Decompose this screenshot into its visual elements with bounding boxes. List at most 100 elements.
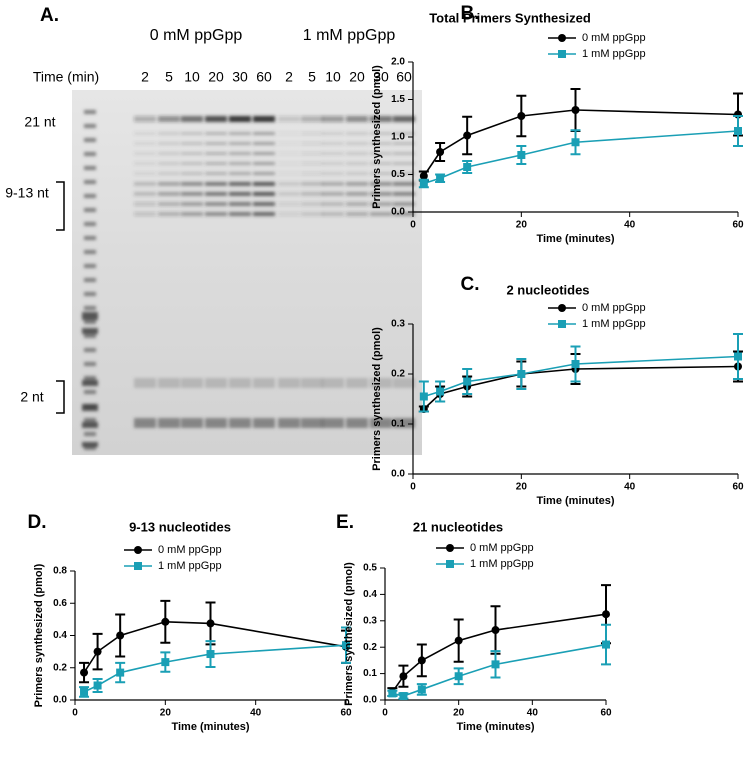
band bbox=[253, 192, 275, 196]
band bbox=[253, 172, 275, 175]
band bbox=[158, 172, 180, 175]
ladder-band bbox=[84, 264, 96, 268]
ladder-band bbox=[84, 320, 96, 324]
band bbox=[253, 378, 275, 388]
band bbox=[229, 116, 251, 122]
band bbox=[301, 116, 323, 122]
band bbox=[278, 162, 300, 165]
point bbox=[602, 640, 610, 649]
band bbox=[181, 418, 203, 428]
band bbox=[370, 212, 392, 216]
ladder-band bbox=[84, 180, 96, 184]
band bbox=[322, 132, 344, 135]
ladder-band bbox=[82, 312, 98, 320]
ladder-band bbox=[84, 208, 96, 212]
bracket bbox=[56, 380, 65, 414]
ladder-band bbox=[84, 306, 96, 310]
lane-label: 2 bbox=[285, 69, 293, 85]
lane-label: 60 bbox=[256, 69, 272, 85]
x-tick-label: 40 bbox=[527, 708, 539, 719]
band bbox=[134, 152, 156, 155]
ladder-band bbox=[84, 292, 96, 296]
point bbox=[161, 658, 170, 667]
ladder-band bbox=[84, 250, 96, 254]
y-tick-label: 0.0 bbox=[391, 469, 405, 480]
ladder-band bbox=[84, 348, 96, 352]
band bbox=[393, 162, 415, 165]
band bbox=[181, 142, 203, 145]
band bbox=[253, 152, 275, 155]
band bbox=[393, 212, 415, 216]
x-tick-label: 60 bbox=[732, 220, 744, 231]
band bbox=[346, 142, 368, 145]
band bbox=[370, 172, 392, 175]
y-tick-label: 0.4 bbox=[53, 630, 67, 641]
band bbox=[278, 152, 300, 155]
band bbox=[278, 192, 300, 196]
gel-image bbox=[72, 90, 422, 455]
y-tick-label: 0.2 bbox=[53, 662, 67, 673]
y-tick-label: 0.1 bbox=[363, 668, 377, 679]
y-axis-label: Primers synthesized (pmol) bbox=[371, 327, 383, 471]
point bbox=[116, 631, 125, 640]
legend-marker bbox=[134, 562, 142, 570]
band bbox=[278, 378, 300, 388]
point bbox=[161, 617, 170, 626]
point bbox=[206, 619, 215, 628]
band bbox=[346, 182, 368, 186]
band bbox=[322, 212, 344, 216]
band bbox=[393, 418, 415, 428]
point bbox=[399, 672, 408, 681]
band bbox=[346, 202, 368, 206]
band bbox=[253, 182, 275, 186]
ladder-band bbox=[82, 404, 98, 411]
band bbox=[158, 162, 180, 165]
y-axis-label: Primers synthesized (pmol) bbox=[371, 65, 383, 209]
band bbox=[278, 172, 300, 175]
x-tick-label: 0 bbox=[72, 708, 78, 719]
y-tick-label: 0.8 bbox=[53, 566, 67, 577]
band bbox=[253, 202, 275, 206]
band bbox=[229, 378, 251, 388]
band bbox=[370, 116, 392, 122]
band bbox=[229, 212, 251, 216]
lane-label: 10 bbox=[325, 69, 341, 85]
x-tick-label: 0 bbox=[410, 482, 416, 493]
band bbox=[205, 162, 227, 165]
band bbox=[253, 162, 275, 165]
series-line bbox=[423, 130, 739, 185]
band bbox=[134, 116, 156, 122]
x-tick-label: 20 bbox=[160, 708, 172, 719]
lane-label: 10 bbox=[184, 69, 200, 85]
band bbox=[229, 142, 251, 145]
band bbox=[181, 172, 203, 175]
band bbox=[205, 142, 227, 145]
ladder-band bbox=[84, 278, 96, 282]
ladder-band bbox=[84, 194, 96, 198]
band bbox=[301, 182, 323, 186]
x-tick-label: 20 bbox=[516, 482, 528, 493]
point bbox=[419, 172, 428, 180]
lane-label: 30 bbox=[232, 69, 248, 85]
condition-label: 1 mM ppGpp bbox=[303, 27, 396, 44]
condition-label: 0 mM ppGpp bbox=[150, 27, 243, 44]
point bbox=[463, 131, 472, 140]
x-tick-label: 60 bbox=[732, 482, 744, 493]
band bbox=[253, 418, 275, 428]
point bbox=[491, 626, 500, 635]
band bbox=[301, 172, 323, 175]
point bbox=[342, 641, 350, 650]
size-marker: 2 nt bbox=[20, 389, 43, 405]
point bbox=[602, 610, 610, 619]
band bbox=[158, 378, 180, 388]
x-tick-label: 40 bbox=[250, 708, 262, 719]
ladder-band bbox=[84, 166, 96, 170]
point bbox=[419, 179, 428, 188]
lane-label: 2 bbox=[141, 69, 149, 85]
band bbox=[346, 192, 368, 196]
point bbox=[93, 681, 102, 690]
y-tick-label: 0.1 bbox=[391, 419, 405, 430]
point bbox=[571, 106, 580, 114]
band bbox=[181, 132, 203, 135]
x-tick-label: 0 bbox=[382, 708, 388, 719]
